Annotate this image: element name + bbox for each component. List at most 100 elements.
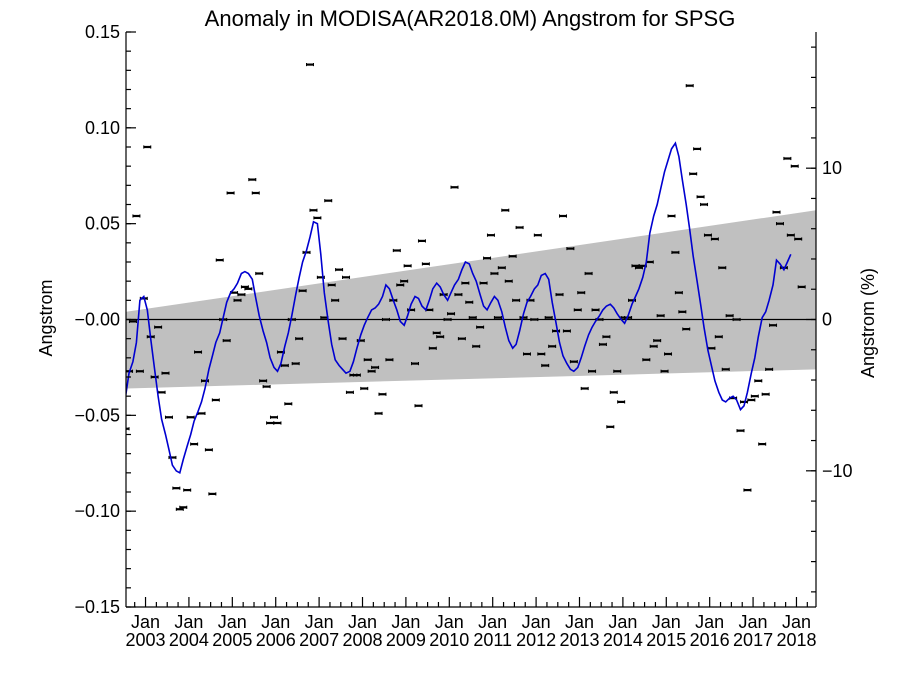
y-axis-label: Angstrom bbox=[36, 279, 56, 356]
anomaly-marker bbox=[143, 145, 152, 149]
anomaly-marker bbox=[613, 369, 622, 373]
anomaly-marker bbox=[700, 202, 709, 207]
anomaly-marker bbox=[501, 208, 510, 212]
x-tick-year: 2016 bbox=[690, 630, 730, 650]
anomaly-marker bbox=[385, 358, 394, 362]
anomaly-marker bbox=[555, 292, 564, 297]
anomaly-marker bbox=[215, 258, 224, 262]
anomaly-marker bbox=[750, 394, 759, 398]
anomaly-marker bbox=[154, 325, 163, 329]
y-tick-label: −0.15 bbox=[74, 597, 120, 617]
anomaly-marker bbox=[725, 314, 734, 318]
anomaly-marker bbox=[761, 392, 770, 396]
anomaly-marker bbox=[573, 308, 582, 312]
x-tick-year: 2011 bbox=[473, 630, 512, 650]
anomaly-marker bbox=[602, 335, 611, 339]
x-tick-year: 2005 bbox=[212, 630, 252, 650]
x-tick-month: Jan bbox=[218, 612, 247, 632]
anomaly-marker bbox=[544, 315, 553, 320]
anomaly-marker bbox=[443, 317, 452, 322]
anomaly-marker bbox=[721, 367, 730, 371]
x-tick-month: Jan bbox=[695, 612, 724, 632]
plot-area: −0.15 −0.10 −0.05 −0.00 0.05 0.10 0.15 −10 0 10 Ja… bbox=[74, 22, 852, 650]
anomaly-marker bbox=[447, 312, 456, 316]
anomaly-marker bbox=[569, 360, 578, 364]
anomaly-marker bbox=[400, 279, 409, 283]
anomaly-marker bbox=[132, 214, 141, 218]
anomaly-marker bbox=[508, 254, 517, 258]
anomaly-marker bbox=[324, 199, 333, 203]
anomaly-marker bbox=[483, 256, 492, 260]
anomaly-marker bbox=[197, 411, 206, 416]
anomaly-marker bbox=[689, 172, 698, 176]
anomaly-marker bbox=[186, 415, 195, 419]
anomaly-marker bbox=[772, 210, 781, 214]
anomaly-marker bbox=[450, 185, 459, 189]
anomaly-marker bbox=[548, 344, 557, 348]
anomaly-marker bbox=[363, 358, 372, 362]
anomaly-marker bbox=[533, 233, 542, 237]
anomaly-marker bbox=[291, 361, 300, 366]
x-tick-year: 2010 bbox=[429, 630, 469, 650]
anomaly-marker bbox=[371, 365, 380, 370]
x-tick-year: 2008 bbox=[342, 630, 382, 650]
x-tick-year: 2006 bbox=[256, 630, 296, 650]
anomaly-marker bbox=[758, 442, 767, 446]
x-tick-month: Jan bbox=[652, 612, 681, 632]
anomaly-marker bbox=[649, 344, 658, 348]
anomaly-marker bbox=[476, 325, 485, 329]
x-tick-year: 2014 bbox=[603, 630, 643, 650]
anomaly-marker bbox=[584, 271, 593, 276]
trend-band bbox=[126, 210, 816, 389]
anomaly-marker bbox=[327, 283, 336, 287]
anomaly-marker bbox=[515, 225, 524, 230]
anomaly-marker bbox=[696, 195, 705, 199]
anomaly-marker bbox=[135, 369, 144, 373]
anomaly-marker bbox=[313, 216, 322, 220]
anomaly-marker bbox=[306, 62, 314, 67]
anomaly-marker bbox=[714, 335, 723, 339]
x-tick-year: 2015 bbox=[646, 630, 686, 650]
anomaly-marker bbox=[541, 363, 550, 368]
anomaly-marker bbox=[678, 310, 687, 314]
anomaly-marker bbox=[269, 415, 278, 419]
anomaly-marker bbox=[653, 338, 662, 343]
anomaly-marker bbox=[754, 379, 763, 383]
anomaly-marker bbox=[414, 404, 423, 408]
anomaly-marker bbox=[222, 338, 231, 343]
anomaly-marker bbox=[157, 390, 166, 394]
y2-tick-label: 0 bbox=[822, 310, 832, 330]
anomaly-marker bbox=[211, 398, 220, 402]
anomaly-marker bbox=[703, 233, 712, 237]
x-tick-month: Jan bbox=[565, 612, 594, 632]
anomaly-marker bbox=[667, 214, 676, 218]
anomaly-marker bbox=[671, 250, 680, 255]
x-tick-year: 2018 bbox=[776, 630, 816, 650]
chart-title: Anomaly in MODISA(AR2018.0M) Angstrom fo… bbox=[205, 6, 736, 31]
anomaly-marker bbox=[417, 239, 426, 243]
anomaly-marker bbox=[190, 442, 199, 446]
anomaly-marker bbox=[126, 427, 130, 431]
anomaly-marker bbox=[718, 266, 727, 270]
anomaly-marker bbox=[530, 317, 539, 322]
anomaly-marker bbox=[577, 291, 586, 295]
anomaly-marker bbox=[273, 421, 282, 425]
anomaly-marker bbox=[519, 315, 528, 320]
x-tick-month: Jan bbox=[478, 612, 507, 632]
anomaly-marker bbox=[736, 429, 745, 433]
anomaly-marker bbox=[664, 352, 673, 356]
anomaly-marker bbox=[693, 147, 702, 151]
anomaly-marker bbox=[765, 367, 774, 371]
anomaly-marker bbox=[710, 237, 719, 241]
x-tick-month: Jan bbox=[261, 612, 290, 632]
x-tick-month: Jan bbox=[522, 612, 551, 632]
anomaly-marker bbox=[226, 191, 235, 195]
y-tick-label: 0.15 bbox=[85, 22, 120, 42]
anomaly-marker bbox=[262, 384, 271, 389]
anomaly-marker bbox=[512, 298, 521, 302]
anomaly-marker bbox=[233, 298, 242, 302]
anomaly-marker bbox=[360, 386, 369, 391]
anomaly-marker bbox=[421, 262, 430, 266]
y2-axis-label: Angstrom (%) bbox=[858, 268, 878, 378]
anomaly-marker bbox=[566, 246, 575, 251]
